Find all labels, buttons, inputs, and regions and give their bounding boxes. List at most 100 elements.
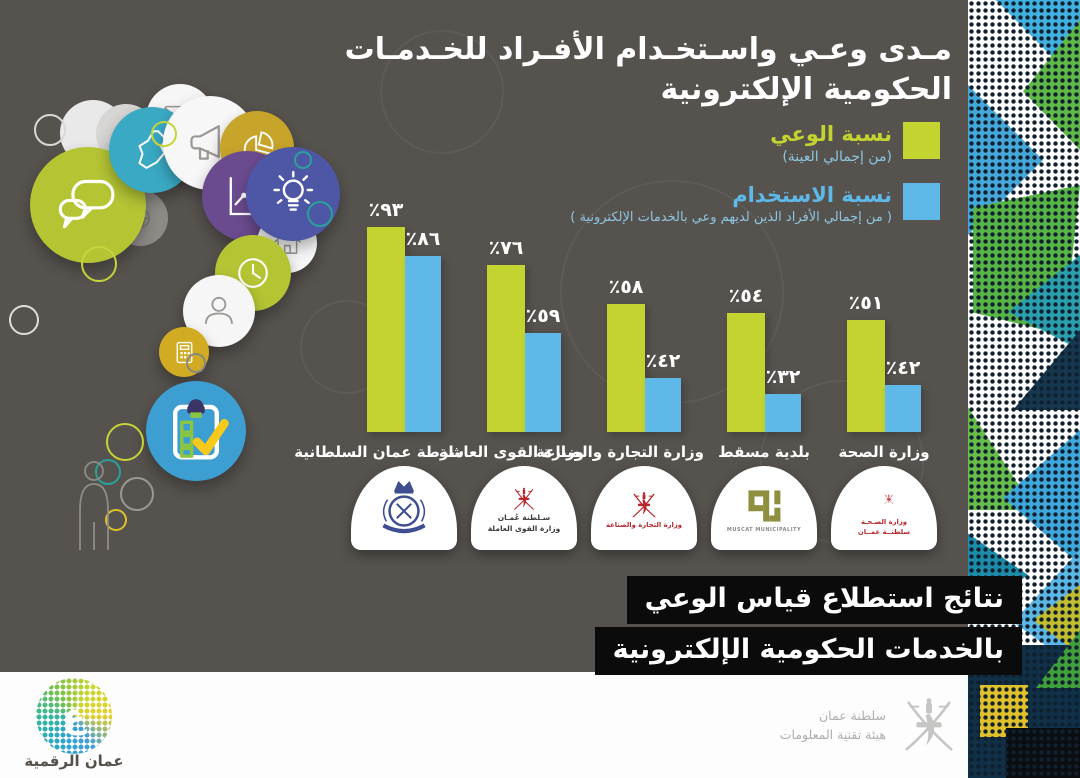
decor-ring	[380, 30, 504, 154]
mosaic-patch	[1006, 728, 1080, 778]
mosaic-patch	[1033, 585, 1080, 655]
legend-usage: نسبة الاستخدام ( من إجمالي الأفراد الذين…	[570, 183, 940, 225]
awareness-bar: ٪٥٨	[607, 276, 645, 432]
legend-usage-sublabel: ( من إجمالي الأفراد الذين لديهم وعي بالخ…	[570, 210, 892, 225]
mosaic-patch	[1013, 550, 1080, 670]
decor-ring	[186, 353, 206, 373]
bar-group: ٪٧٦ ٪٥٩ وزارة القوى العاملة	[438, 186, 584, 461]
mosaic-patch	[1023, 20, 1080, 150]
decor-ring	[294, 151, 312, 169]
khanjar-emblem-icon	[629, 490, 659, 520]
bar-value-label: ٪٥٨	[608, 276, 644, 298]
decor-ring	[120, 477, 154, 511]
digital-oman-label: عمان الرقمية	[24, 752, 124, 770]
mosaic-patch	[1036, 630, 1080, 688]
bar-value-label: ٪٤٢	[645, 350, 681, 372]
usage-bar: ٪٤٢	[645, 350, 681, 432]
decor-ring	[151, 121, 177, 147]
decor-ring	[105, 509, 127, 531]
badge-royal-oman-police	[351, 466, 457, 550]
usage-bar: ٪٨٦	[405, 228, 441, 432]
badge-ministry-of-commerce-industry: وزارة التجارة والصناعة	[591, 466, 697, 550]
survey-banner: نتائج استطلاع قياس الوعي بالخدمات الحكوم…	[594, 576, 1022, 675]
bar-chart: ٪٩٣ ٪٨٦ شرطة عمان السلطانية ٪٧٦ ٪٥٩ وزارة الق…	[294, 186, 944, 461]
ita-line2: هيئة تقنية المعلومات	[779, 727, 886, 742]
category-label: وزارة القوى العاملة	[438, 443, 584, 461]
awareness-bar: ٪٧٦	[487, 237, 525, 432]
awareness-bar: ٪٩٣	[367, 199, 405, 432]
mosaic-patch	[1008, 255, 1080, 350]
legend-awareness-sublabel: (من إجمالي العينة)	[782, 149, 892, 165]
bar-group: ٪٩٣ ٪٨٦ شرطة عمان السلطانية	[294, 186, 464, 461]
category-label: وزارة الصحة	[838, 443, 930, 461]
digital-oman-dots-circle	[36, 678, 112, 754]
mosaic-patch	[1013, 330, 1080, 410]
category-label: بلدية مسقط	[718, 443, 810, 461]
bar-value-label: ٪٥١	[848, 292, 884, 314]
person-icon	[205, 297, 233, 325]
badge-text: وزارة التجارة والصناعة	[605, 520, 683, 529]
usage-bar: ٪٤٢	[885, 357, 921, 432]
usage-bar: ٪٥٩	[525, 305, 561, 432]
chat-icon	[59, 180, 115, 229]
ita-line1: سلطنة عمان	[819, 707, 886, 723]
clipboard-checklist-icon	[173, 399, 229, 460]
bar-value-label: ٪٨٦	[405, 228, 441, 250]
organization-badges: سـلطنة عُمـان وزارة القوى العاملة وزارة …	[344, 466, 944, 550]
awareness-bar: ٪٥٤	[727, 285, 765, 432]
muscat-kufic-logo-icon	[748, 490, 781, 522]
legend-awareness-swatch	[903, 122, 940, 159]
bar-group: ٪٥١ ٪٤٢ وزارة الصحة	[824, 186, 944, 461]
ita-logo: سلطنة عمان هيئة تقنية المعلومات	[780, 694, 960, 756]
red-crescent-icon	[875, 485, 902, 514]
footer: ع عمان الرقمية سلطنة عمان هيئة تقنية الم…	[0, 672, 968, 778]
lightbulb-icon	[273, 170, 313, 211]
badge-text: وزارة القوى العاملة	[487, 524, 561, 533]
badge-ministry-of-health: وزارة الصـحـة سلطنــة عمــان	[831, 466, 937, 550]
legend-awareness-label: نسبة الوعي	[770, 122, 892, 146]
mosaic-patch	[973, 185, 1080, 335]
bar-group: ٪٥٨ ٪٤٢ وزارة التجارة والصناعة	[536, 186, 704, 461]
bar-value-label: ٪٤٢	[885, 357, 921, 379]
badge-text: سـلطنة عُمـان	[497, 512, 551, 522]
police-crest-icon	[382, 481, 426, 534]
page-title-line2: الحكومية الإلكترونية	[660, 72, 952, 107]
person-outline-figure	[79, 461, 109, 550]
page-title: مـدى وعـي واسـتخـدام الأفـراد للخـدمـات …	[345, 30, 952, 110]
badge-text: سلطنــة عمــان	[857, 528, 911, 536]
badge-text: MUSCAT MUNICIPALITY	[726, 527, 802, 533]
category-label: وزارة التجارة والصناعة	[536, 443, 704, 461]
badge-muscat-municipality: MUSCAT MUNICIPALITY	[711, 466, 817, 550]
mosaic-patch	[1003, 430, 1080, 565]
lightbulb-circle	[246, 147, 340, 241]
survey-banner-line1: نتائج استطلاع قياس الوعي	[626, 576, 1022, 624]
digital-oman-letter: ع	[62, 696, 86, 736]
usage-bar: ٪٣٢	[765, 366, 801, 432]
decor-ring	[34, 114, 66, 146]
page-title-line1: مـدى وعـي واسـتخـدام الأفـراد للخـدمـات	[344, 32, 952, 67]
decor-ring	[307, 201, 333, 227]
badge-text: وزارة الصـحـة	[860, 517, 907, 526]
bar-value-label: ٪٧٦	[488, 237, 524, 259]
decor-ring	[106, 423, 144, 461]
bar-value-label: ٪٣٢	[765, 366, 801, 388]
mosaic-patch	[968, 75, 1043, 245]
awareness-bar: ٪٥١	[847, 292, 885, 432]
mosaic-patch	[968, 395, 1035, 510]
clock-icon	[238, 258, 268, 288]
khanjar-emblem-icon	[511, 486, 537, 512]
category-label: شرطة عمان السلطانية	[294, 443, 464, 461]
clipboard-circle	[146, 381, 246, 481]
mosaic-patch	[986, 0, 1080, 85]
legend-awareness: نسبة الوعي (من إجمالي العينة)	[770, 122, 940, 165]
khanjar-emblem-icon	[898, 694, 960, 756]
decor-ring	[81, 246, 117, 282]
decor-ring	[9, 305, 39, 335]
mosaic-patch	[980, 685, 1028, 737]
survey-banner-line2: بالخدمات الحكومية الإلكترونية	[594, 627, 1022, 675]
decor-ring	[95, 459, 121, 485]
legend-usage-label: نسبة الاستخدام	[732, 183, 892, 207]
badge-ministry-of-manpower: سـلطنة عُمـان وزارة القوى العاملة	[471, 466, 577, 550]
bar-group: ٪٥٤ ٪٣٢ بلدية مسقط	[704, 186, 824, 461]
